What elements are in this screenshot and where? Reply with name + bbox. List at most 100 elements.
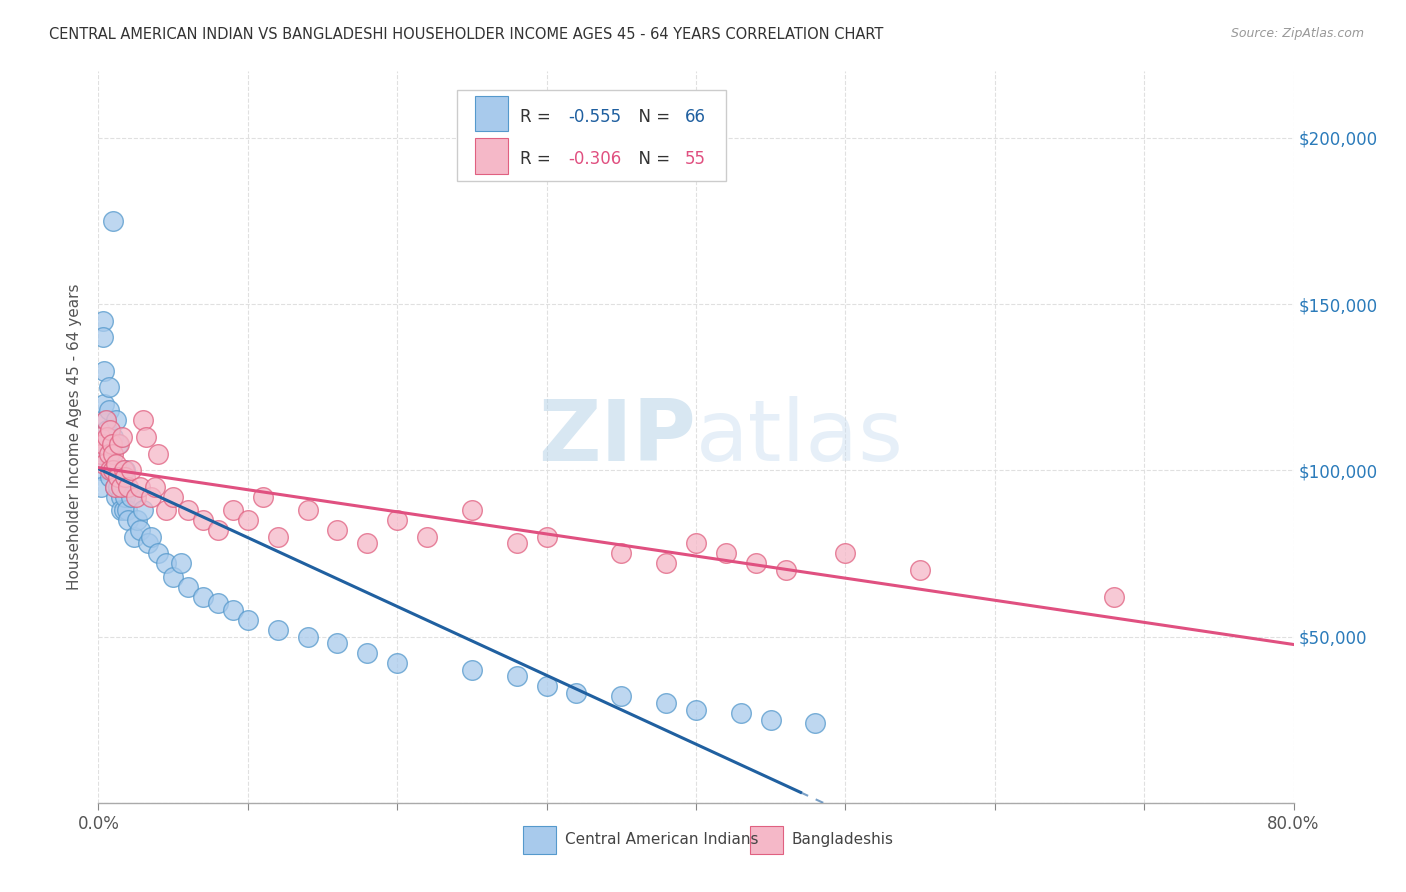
Point <box>610 546 633 560</box>
Text: N =: N = <box>628 108 675 126</box>
Point <box>103 447 125 461</box>
Point <box>385 656 409 670</box>
Point <box>162 570 184 584</box>
Point <box>103 463 125 477</box>
Text: 66: 66 <box>685 108 706 126</box>
Point <box>104 480 127 494</box>
Point <box>169 557 191 571</box>
Point <box>385 513 409 527</box>
Point <box>117 480 139 494</box>
Point <box>536 530 558 544</box>
Text: -0.306: -0.306 <box>568 150 621 168</box>
Point <box>117 513 139 527</box>
Point <box>111 430 134 444</box>
Point <box>148 546 170 560</box>
Point <box>326 523 349 537</box>
Point <box>105 413 128 427</box>
Point <box>132 503 155 517</box>
Point <box>93 457 115 471</box>
Point <box>155 557 177 571</box>
Point <box>685 536 707 550</box>
Point <box>90 463 112 477</box>
Point <box>101 436 124 450</box>
Point <box>155 503 177 517</box>
Point <box>565 686 588 700</box>
Point <box>94 413 117 427</box>
Point <box>112 503 135 517</box>
Point <box>98 447 122 461</box>
Point <box>120 490 142 504</box>
Point <box>297 630 319 644</box>
Point <box>104 480 127 494</box>
Point <box>90 480 112 494</box>
Point <box>114 470 136 484</box>
Point <box>125 490 148 504</box>
Point <box>143 480 166 494</box>
Point <box>267 623 290 637</box>
Point <box>834 546 856 560</box>
Text: Central American Indians: Central American Indians <box>565 832 758 847</box>
Point <box>89 447 111 461</box>
Point <box>236 613 259 627</box>
FancyBboxPatch shape <box>457 90 725 181</box>
Point <box>759 713 782 727</box>
Point <box>96 447 118 461</box>
Point <box>105 490 128 504</box>
Point <box>107 436 129 450</box>
Point <box>104 463 127 477</box>
Text: ZIP: ZIP <box>538 395 696 479</box>
Point <box>135 430 157 444</box>
Point <box>97 403 120 417</box>
Text: N =: N = <box>628 150 675 168</box>
Point <box>111 480 134 494</box>
Point <box>326 636 349 650</box>
Point <box>139 530 162 544</box>
Point <box>461 503 484 517</box>
Point <box>124 530 146 544</box>
Bar <box>749 826 783 854</box>
Point <box>97 380 120 394</box>
Point <box>101 436 124 450</box>
Text: -0.555: -0.555 <box>568 108 621 126</box>
Text: Source: ZipAtlas.com: Source: ZipAtlas.com <box>1230 27 1364 40</box>
Point <box>105 457 128 471</box>
Point <box>148 447 170 461</box>
Point <box>775 563 797 577</box>
Point <box>162 490 184 504</box>
Point <box>101 463 124 477</box>
Point <box>98 463 122 477</box>
Point <box>129 523 152 537</box>
Point <box>114 463 136 477</box>
Text: 55: 55 <box>685 150 706 168</box>
Point <box>108 463 131 477</box>
Point <box>536 680 558 694</box>
Point <box>94 436 117 450</box>
Point <box>103 430 125 444</box>
Point <box>89 430 111 444</box>
Point <box>93 397 115 411</box>
Point <box>506 669 529 683</box>
Point <box>107 480 129 494</box>
Text: R =: R = <box>520 150 557 168</box>
Point <box>91 314 114 328</box>
Point <box>222 603 245 617</box>
Point <box>714 546 737 560</box>
Point <box>222 503 245 517</box>
Text: atlas: atlas <box>696 395 904 479</box>
Point <box>356 536 378 550</box>
Point <box>91 330 114 344</box>
Point <box>297 503 319 517</box>
Point <box>110 490 132 504</box>
Point <box>129 480 152 494</box>
Text: CENTRAL AMERICAN INDIAN VS BANGLADESHI HOUSEHOLDER INCOME AGES 45 - 64 YEARS COR: CENTRAL AMERICAN INDIAN VS BANGLADESHI H… <box>49 27 883 42</box>
Bar <box>523 826 557 854</box>
Y-axis label: Householder Income Ages 45 - 64 years: Householder Income Ages 45 - 64 years <box>67 284 83 591</box>
Point <box>804 716 827 731</box>
Point <box>96 430 118 444</box>
Text: R =: R = <box>520 108 557 126</box>
Point <box>112 463 135 477</box>
Point <box>177 580 200 594</box>
Point <box>207 523 229 537</box>
Point <box>90 447 112 461</box>
Point <box>97 430 120 444</box>
